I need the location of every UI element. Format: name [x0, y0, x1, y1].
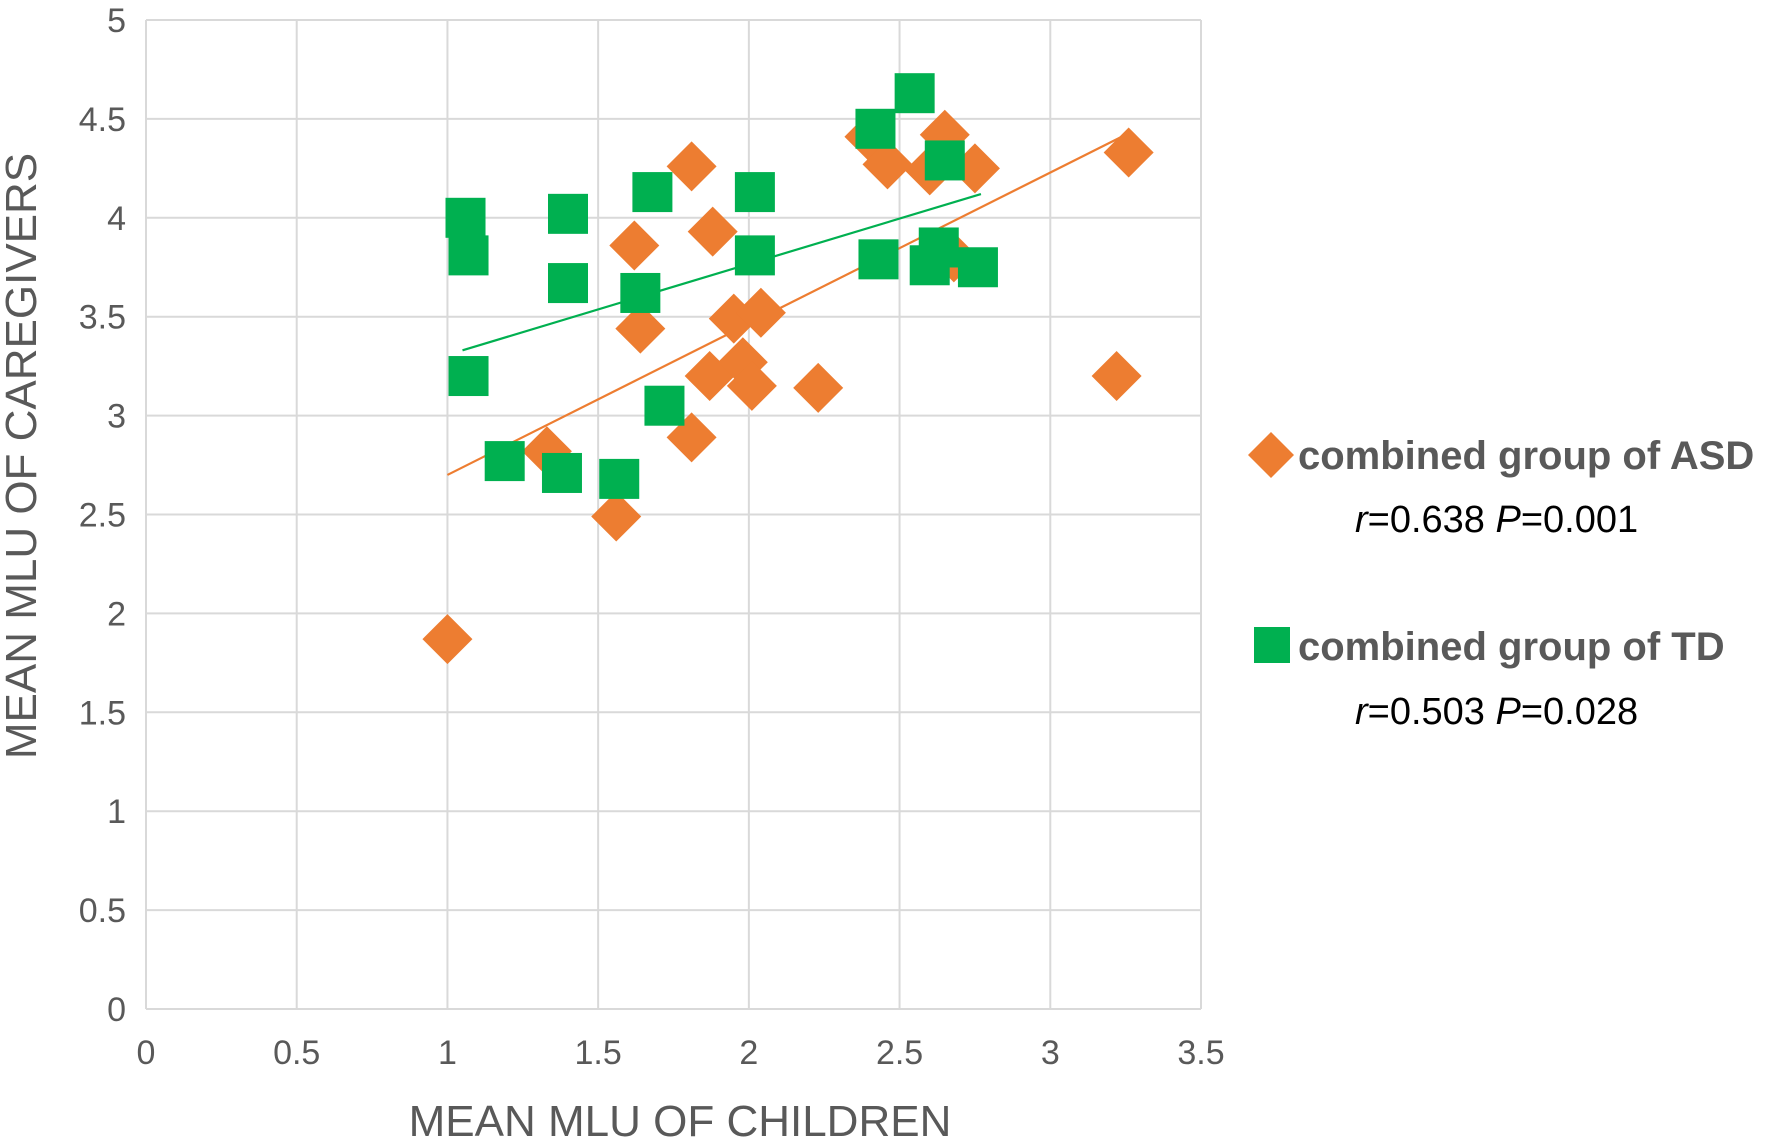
td-point: [918, 227, 959, 268]
td-point: [599, 458, 640, 499]
td-point: [734, 172, 775, 213]
y-tick-label: 4.5: [79, 101, 126, 139]
asd-point: [591, 491, 642, 542]
x-tick-label: 1.5: [575, 1034, 622, 1072]
stat-asd-r-label: r: [1355, 499, 1369, 541]
trendline-td: [462, 193, 982, 352]
td-point: [620, 272, 661, 313]
x-tick-label: 0: [137, 1034, 156, 1072]
legend: combined group of ASD r=0.638 P=0.001 co…: [1248, 432, 1754, 733]
stat-asd: r=0.638 P=0.001: [1355, 499, 1638, 541]
legend-entry-td: combined group of TD r=0.503 P=0.028: [1254, 625, 1725, 733]
y-tick-label: 0: [107, 991, 126, 1029]
td-point: [924, 140, 965, 181]
x-tick-label: 2: [739, 1034, 758, 1072]
x-tick-label: 1: [438, 1034, 457, 1072]
td-point: [448, 356, 489, 397]
y-tick-label: 1: [107, 793, 126, 831]
y-tick-label: 3: [107, 398, 126, 436]
legend-label-asd: combined group of ASD: [1298, 434, 1754, 478]
td-point: [894, 73, 935, 114]
x-tick-label: 2.5: [876, 1034, 923, 1072]
y-axis-title: MEAN MLU OF CAREGIVERS: [0, 153, 46, 759]
stat-asd-r-value: =0.638: [1368, 499, 1496, 541]
asd-point: [687, 206, 738, 257]
stat-asd-p-label: P: [1496, 499, 1522, 541]
td-point: [448, 235, 489, 276]
y-tick-label: 1.5: [79, 694, 126, 732]
y-tick-label: 4: [107, 200, 126, 238]
x-axis-title: MEAN MLU OF CHILDREN: [409, 1097, 952, 1146]
stat-td-r-value: =0.503: [1368, 691, 1496, 733]
td-point: [484, 441, 525, 482]
grid: [145, 19, 1202, 1010]
tick-labels: 0 0.5 1 1.5 2 2.5 3 3.5 4 4.5 5 0 0.5 1 1.5 2 2.5 3 3.5: [79, 2, 1225, 1072]
stat-td-r-label: r: [1355, 691, 1369, 733]
legend-diamond-icon: [1248, 432, 1294, 478]
asd-point: [1103, 127, 1154, 178]
asd-point: [726, 360, 777, 411]
legend-label-td: combined group of TD: [1298, 625, 1725, 669]
asd-point: [1091, 351, 1142, 402]
stat-td: r=0.503 P=0.028: [1355, 691, 1638, 733]
td-point: [858, 239, 899, 280]
y-tick-label: 2: [107, 595, 126, 633]
td-point: [445, 197, 486, 238]
td-point: [541, 452, 582, 493]
asd-point: [609, 220, 660, 271]
asd-point: [862, 139, 913, 190]
td-point: [644, 385, 685, 426]
trendlines: [446, 133, 1127, 476]
data-points: [422, 73, 1154, 665]
y-tick-label: 0.5: [79, 892, 126, 930]
x-tick-label: 3: [1041, 1034, 1060, 1072]
legend-entry-asd: combined group of ASD r=0.638 P=0.001: [1248, 432, 1754, 541]
td-point: [632, 172, 673, 213]
td-point: [734, 235, 775, 276]
y-tick-label: 2.5: [79, 497, 126, 535]
x-tick-label: 0.5: [273, 1034, 320, 1072]
td-point: [548, 193, 588, 234]
legend-square-icon: [1254, 627, 1290, 663]
asd-point: [666, 141, 717, 192]
asd-point: [615, 303, 666, 354]
stat-asd-p-value: =0.001: [1521, 499, 1638, 541]
td-point: [855, 108, 896, 149]
asd-point: [422, 614, 473, 665]
y-tick-label: 3.5: [79, 299, 126, 337]
trendline-asd: [446, 133, 1127, 476]
asd-point: [793, 362, 844, 413]
td-point: [548, 263, 588, 304]
asd-point: [735, 287, 786, 338]
stat-td-p-value: =0.028: [1521, 691, 1638, 733]
stat-td-p-label: P: [1496, 691, 1522, 733]
y-tick-label: 5: [107, 2, 126, 40]
x-tick-label: 3.5: [1177, 1034, 1224, 1072]
td-point: [957, 247, 998, 288]
